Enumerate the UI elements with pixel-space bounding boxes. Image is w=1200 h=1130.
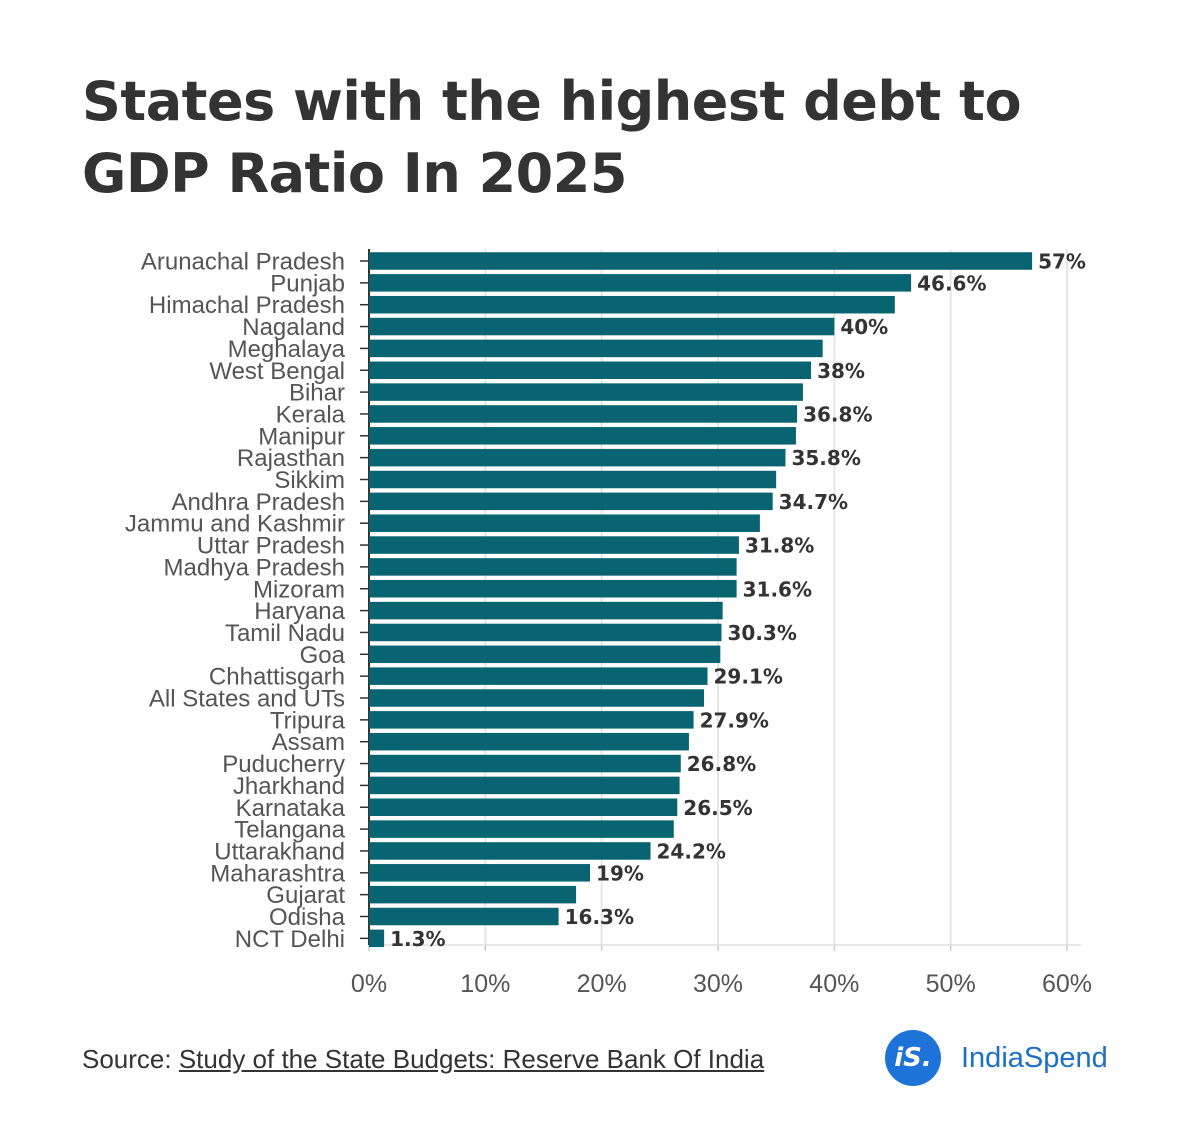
bar: [369, 645, 721, 664]
y-tick-label: Meghalaya: [228, 336, 346, 363]
y-tick-label: Bihar: [289, 380, 345, 407]
data-label: 31.6%: [743, 577, 812, 601]
y-tick-label: Mizoram: [253, 576, 345, 603]
bar: [369, 317, 835, 336]
data-label: 38%: [817, 359, 865, 383]
bar: [369, 798, 678, 816]
bar: [369, 295, 895, 314]
bar: [369, 601, 723, 620]
y-tick-label: Gujarat: [266, 882, 345, 909]
bar: [369, 689, 705, 707]
x-tick-label: 30%: [693, 970, 743, 998]
bar: [369, 754, 681, 773]
data-label: 16.3%: [565, 905, 634, 929]
y-tick-label: Telangana: [234, 817, 345, 844]
bar: [369, 667, 708, 685]
data-label: 46.6%: [917, 271, 986, 295]
y-tick-label: Madhya Pradesh: [164, 554, 345, 581]
brand-name: IndiaSpend: [961, 1041, 1108, 1074]
data-label: 26.8%: [687, 752, 756, 776]
data-label: 19%: [596, 861, 644, 885]
y-tick-label: Rajasthan: [237, 445, 345, 472]
x-tick-label: 10%: [460, 970, 510, 998]
bar: [369, 339, 823, 358]
y-tick-label: Kerala: [276, 401, 346, 428]
bar: [369, 514, 760, 532]
y-tick-label: Jharkhand: [233, 773, 345, 800]
bar: [369, 427, 796, 445]
brand-logo: iS. IndiaSpend: [885, 1030, 1108, 1086]
bar: [369, 274, 912, 292]
y-tick-label: Tripura: [270, 707, 346, 734]
y-tick-label: Jammu and Kashmir: [125, 511, 345, 538]
y-tick-label: Tamil Nadu: [225, 620, 345, 647]
source-note: Source: Study of the State Budgets: Rese…: [82, 1044, 764, 1075]
data-label: 35.8%: [791, 446, 860, 470]
bar: [369, 732, 689, 751]
bar: [369, 907, 559, 926]
y-tick-label: Assam: [272, 729, 345, 756]
data-label: 1.3%: [390, 927, 445, 951]
source-prefix: Source:: [82, 1044, 179, 1074]
data-label: 36.8%: [803, 402, 872, 426]
data-label: 26.5%: [683, 796, 752, 820]
y-tick-label: Chhattisgarh: [209, 664, 345, 691]
data-label: 57%: [1038, 250, 1086, 274]
bar: [369, 252, 1033, 270]
y-tick-label: Karnataka: [236, 795, 346, 822]
chart-title: States with the highest debt to GDP Rati…: [82, 70, 1022, 205]
bar: [369, 361, 812, 379]
source-link[interactable]: Study of the State Budgets: Reserve Bank…: [178, 1044, 765, 1074]
bar: [369, 492, 773, 511]
x-tick-label: 40%: [809, 970, 859, 998]
bar: [369, 580, 737, 598]
y-tick-label: Haryana: [254, 598, 345, 625]
y-tick-label: Manipur: [258, 423, 345, 450]
data-label: 30.3%: [727, 621, 796, 645]
x-tick-label: 20%: [577, 970, 627, 998]
y-tick-label: Nagaland: [242, 314, 345, 341]
y-tick-label: Puducherry: [222, 751, 345, 778]
y-tick-label: Goa: [300, 642, 346, 669]
data-label: 29.1%: [714, 665, 783, 689]
y-tick-label: Sikkim: [274, 467, 345, 494]
bar: [369, 929, 385, 948]
indiaspend-logo-icon: iS.: [885, 1030, 941, 1086]
y-tick-label: Arunachal Pradesh: [141, 249, 345, 276]
y-tick-label: Uttar Pradesh: [197, 533, 345, 560]
x-tick-label: 60%: [1042, 970, 1092, 998]
bar: [369, 536, 739, 554]
bar: [369, 470, 777, 489]
x-tick-label: 50%: [926, 970, 976, 998]
y-tick-label: Maharashtra: [210, 860, 345, 887]
bar: [369, 885, 577, 904]
y-tick-label: Himachal Pradesh: [149, 292, 345, 319]
data-label: 40%: [840, 315, 888, 339]
bar: [369, 558, 737, 576]
bar: [369, 383, 803, 401]
bar: [369, 711, 694, 729]
bar-chart: 0% 10% 20% 30% 40% 50% 60% Arunachal Pradesh 57%…: [125, 249, 1092, 999]
data-label: 24.2%: [657, 839, 726, 863]
bar: [369, 448, 786, 467]
bar: [369, 405, 798, 423]
bar: [369, 776, 680, 795]
y-tick-label: Odisha: [269, 904, 346, 931]
data-label: 27.9%: [700, 708, 769, 732]
data-label: 34.7%: [779, 490, 848, 514]
y-tick-label: Uttarakhand: [214, 838, 345, 865]
bar: [369, 864, 591, 882]
y-tick-label: NCT Delhi: [235, 926, 345, 953]
x-tick-label: 0%: [351, 970, 387, 998]
y-tick-label: Andhra Pradesh: [172, 489, 345, 516]
bar: [369, 623, 722, 642]
y-tick-label: West Bengal: [209, 358, 345, 385]
y-tick-label: All States and UTs: [149, 686, 345, 713]
y-tick-label: Punjab: [270, 270, 345, 297]
bar: [369, 842, 651, 860]
data-label: 31.8%: [745, 534, 814, 558]
bar: [369, 820, 674, 838]
